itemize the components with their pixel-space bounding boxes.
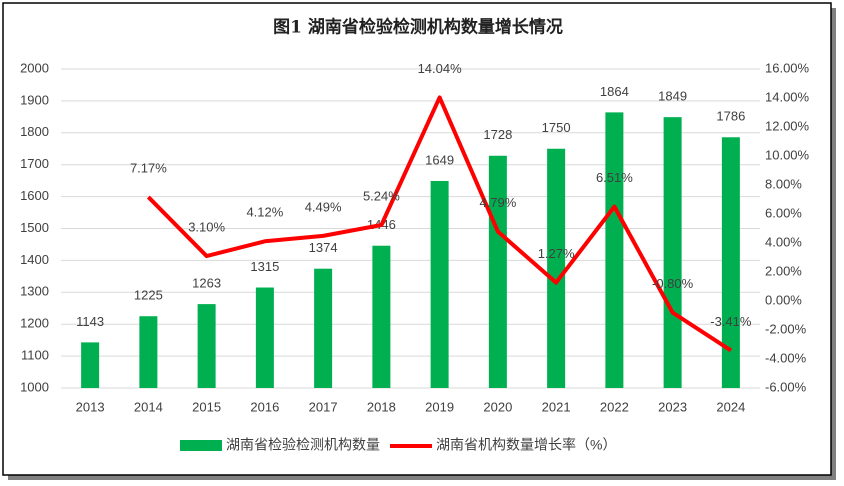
y-tick-label: 1900 (20, 92, 49, 107)
bar (81, 342, 100, 388)
y-tick-label: 1300 (20, 284, 49, 299)
line-value-label: 1.27% (538, 246, 575, 261)
line-value-label: 5.24% (363, 188, 400, 203)
y2-tick-label: 16.00% (765, 60, 810, 75)
x-tick-label: 2018 (367, 399, 396, 414)
x-tick-label: 2016 (250, 399, 279, 414)
line-value-label: 6.51% (596, 170, 633, 185)
y2-tick-label: -6.00% (765, 379, 807, 394)
x-tick-label: 2013 (76, 399, 105, 414)
bar-value-label: 1849 (658, 89, 687, 104)
x-tick-label: 2021 (542, 399, 571, 414)
y-tick-label: 1600 (20, 188, 49, 203)
y-tick-label: 1800 (20, 124, 49, 139)
y-tick-label: 1000 (20, 379, 49, 394)
x-tick-label: 2014 (134, 399, 163, 414)
y2-tick-label: -4.00% (765, 350, 807, 365)
legend-label: 湖南省检验检测机构数量 (226, 437, 380, 453)
bar-value-label: 1225 (134, 288, 163, 303)
bar-value-label: 1649 (425, 152, 454, 167)
bar-value-label: 1728 (483, 127, 512, 142)
bar-value-label: 1864 (600, 84, 629, 99)
line-value-label: 7.17% (130, 160, 167, 175)
bar (314, 268, 333, 388)
bar-value-label: 1315 (250, 259, 279, 274)
bar-value-label: 1374 (309, 240, 338, 255)
bar (255, 287, 274, 388)
frame (2, 2, 832, 476)
x-tick-label: 2022 (600, 399, 629, 414)
y-tick-label: 1400 (20, 252, 49, 267)
line-value-label: 14.04% (418, 61, 463, 76)
bar (430, 180, 449, 388)
bar-value-label: 1143 (76, 314, 104, 329)
bar (197, 304, 216, 388)
y2-tick-label: 10.00% (765, 147, 810, 162)
y-tick-label: 1500 (20, 220, 49, 235)
y2-tick-label: 6.00% (765, 205, 802, 220)
y2-tick-label: 0.00% (765, 292, 802, 307)
line-value-label: 4.79% (479, 195, 516, 210)
x-tick-label: 2020 (483, 399, 512, 414)
y-tick-label: 1200 (20, 316, 49, 331)
line (146, 95, 732, 353)
y2-tick-label: 8.00% (765, 176, 802, 191)
y-tick-label: 1700 (20, 156, 49, 171)
line-value-label: 3.10% (188, 219, 225, 234)
y2-tick-label: 2.00% (765, 263, 802, 278)
x-tick-label: 2019 (425, 399, 454, 414)
y2-tick-label: 12.00% (765, 118, 810, 133)
bar (721, 137, 740, 388)
line-value-label: 4.49% (305, 199, 342, 214)
bar (663, 117, 682, 388)
legend-swatch (180, 440, 222, 451)
line-value-label: 4.12% (246, 205, 283, 220)
bar (488, 155, 507, 388)
bar-value-label: 1786 (716, 109, 745, 124)
bar (372, 245, 391, 388)
bar-value-label: 1750 (542, 120, 571, 135)
line-value-label: -3.41% (710, 314, 752, 329)
chart-title: 图1 湖南省检验检测机构数量增长情况 (273, 17, 563, 38)
bar-value-label: 1263 (192, 276, 221, 291)
y-tick-label: 1100 (21, 348, 49, 363)
y-tick-label: 2000 (20, 60, 49, 75)
legend-label: 湖南省机构数量增长率（%） (436, 437, 616, 453)
x-tick-label: 2024 (716, 399, 745, 414)
bar (139, 316, 158, 388)
line-value-label: -0.80% (652, 276, 694, 291)
y2-tick-label: 4.00% (765, 234, 802, 249)
x-tick-label: 2023 (658, 399, 687, 414)
y2-tick-label: -2.00% (765, 321, 807, 336)
y2-tick-label: 14.00% (765, 89, 810, 104)
bar (547, 148, 566, 388)
bar (605, 112, 624, 388)
x-tick-label: 2015 (192, 399, 221, 414)
x-tick-label: 2017 (309, 399, 338, 414)
